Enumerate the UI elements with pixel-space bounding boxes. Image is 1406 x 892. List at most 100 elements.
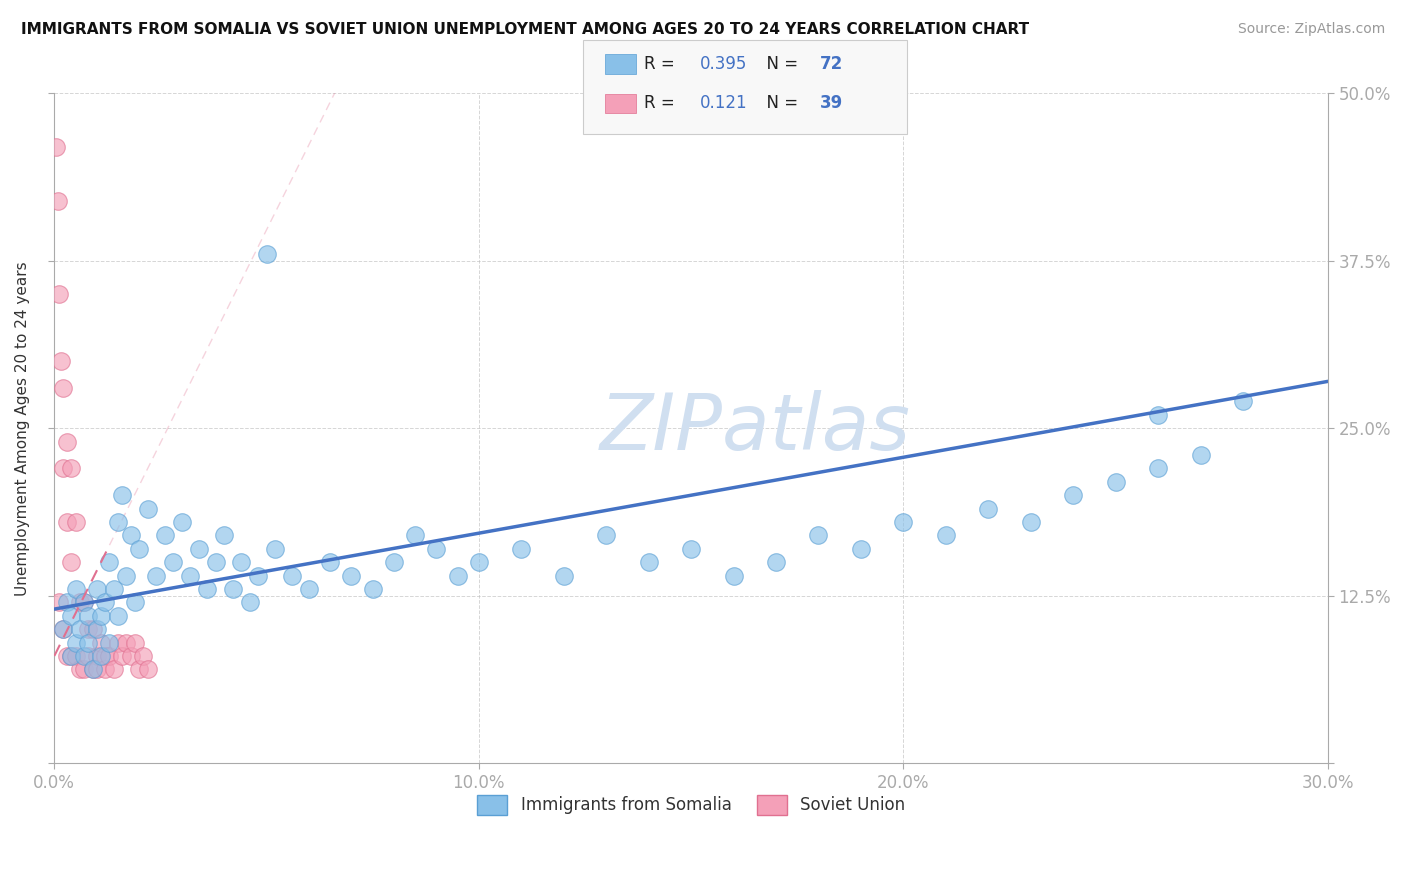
Point	[170, 515, 193, 529]
Text: ZIPatlas: ZIPatlas	[599, 390, 910, 467]
Point	[60, 555, 83, 569]
Point	[111, 648, 134, 663]
Point	[153, 528, 176, 542]
Point	[73, 595, 96, 609]
Point	[723, 568, 745, 582]
Point	[124, 635, 146, 649]
Point	[1147, 461, 1170, 475]
Point	[468, 555, 491, 569]
Point	[107, 635, 129, 649]
Point	[425, 541, 447, 556]
Point	[681, 541, 703, 556]
Point	[49, 354, 72, 368]
Point	[935, 528, 957, 542]
Text: R =: R =	[644, 95, 685, 112]
Point	[553, 568, 575, 582]
Point	[115, 635, 138, 649]
Point	[52, 381, 75, 395]
Point	[221, 582, 243, 596]
Point	[65, 582, 87, 596]
Point	[1062, 488, 1084, 502]
Point	[849, 541, 872, 556]
Point	[195, 582, 218, 596]
Point	[90, 635, 112, 649]
Point	[136, 662, 159, 676]
Text: 0.395: 0.395	[700, 55, 748, 73]
Point	[98, 635, 121, 649]
Point	[48, 287, 70, 301]
Point	[120, 648, 142, 663]
Point	[1105, 475, 1128, 489]
Point	[340, 568, 363, 582]
Point	[595, 528, 617, 542]
Point	[60, 608, 83, 623]
Text: IMMIGRANTS FROM SOMALIA VS SOVIET UNION UNEMPLOYMENT AMONG AGES 20 TO 24 YEARS C: IMMIGRANTS FROM SOMALIA VS SOVIET UNION …	[21, 22, 1029, 37]
Y-axis label: Unemployment Among Ages 20 to 24 years: Unemployment Among Ages 20 to 24 years	[15, 261, 30, 596]
Point	[107, 608, 129, 623]
Point	[179, 568, 201, 582]
Point	[45, 140, 67, 154]
Point	[94, 648, 117, 663]
Point	[404, 528, 426, 542]
Point	[128, 541, 150, 556]
Point	[86, 622, 108, 636]
Point	[239, 595, 262, 609]
Point	[94, 595, 117, 609]
Point	[103, 662, 125, 676]
Point	[229, 555, 252, 569]
Point	[65, 515, 87, 529]
Point	[48, 595, 70, 609]
Point	[136, 501, 159, 516]
Point	[82, 622, 104, 636]
Point	[77, 622, 100, 636]
Point	[1189, 448, 1212, 462]
Point	[77, 635, 100, 649]
Text: R =: R =	[644, 55, 681, 73]
Point	[510, 541, 533, 556]
Text: N =: N =	[756, 55, 804, 73]
Point	[94, 662, 117, 676]
Point	[264, 541, 287, 556]
Point	[807, 528, 830, 542]
Point	[204, 555, 226, 569]
Point	[145, 568, 167, 582]
Text: Source: ZipAtlas.com: Source: ZipAtlas.com	[1237, 22, 1385, 37]
Point	[107, 515, 129, 529]
Text: N =: N =	[756, 95, 804, 112]
Point	[65, 635, 87, 649]
Point	[98, 555, 121, 569]
Text: 72: 72	[820, 55, 844, 73]
Point	[56, 515, 79, 529]
Point	[60, 648, 83, 663]
Point	[977, 501, 1000, 516]
Text: 39: 39	[820, 95, 844, 112]
Point	[1147, 408, 1170, 422]
Point	[120, 528, 142, 542]
Point	[1019, 515, 1042, 529]
Point	[319, 555, 342, 569]
Text: 0.121: 0.121	[700, 95, 748, 112]
Point	[382, 555, 405, 569]
Point	[132, 648, 155, 663]
Point	[115, 568, 138, 582]
Point	[69, 622, 91, 636]
Point	[82, 662, 104, 676]
Point	[1232, 394, 1254, 409]
Point	[162, 555, 184, 569]
Point	[128, 662, 150, 676]
Point	[69, 595, 91, 609]
Point	[86, 648, 108, 663]
Point	[56, 595, 79, 609]
Point	[86, 582, 108, 596]
Point	[256, 247, 278, 261]
Point	[73, 662, 96, 676]
Point	[65, 648, 87, 663]
Point	[765, 555, 787, 569]
Point	[52, 622, 75, 636]
Point	[281, 568, 304, 582]
Point	[56, 434, 79, 449]
Point	[247, 568, 270, 582]
Point	[56, 648, 79, 663]
Point	[60, 461, 83, 475]
Point	[90, 648, 112, 663]
